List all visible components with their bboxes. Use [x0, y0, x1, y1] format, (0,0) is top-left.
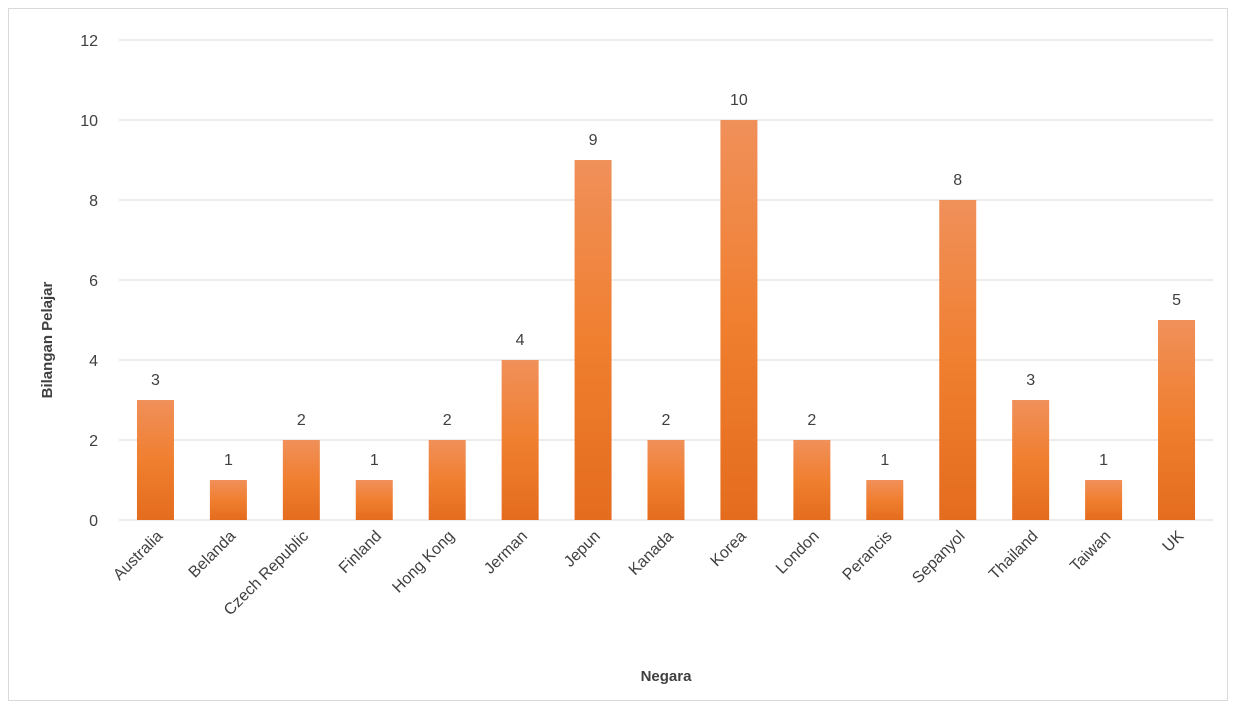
data-label: 5 [1172, 292, 1181, 309]
data-label: 1 [880, 452, 889, 469]
x-tick-label: Taiwan [1067, 528, 1114, 575]
y-tick-label: 8 [89, 193, 98, 210]
x-tick-label: London [773, 528, 823, 578]
bar-jepun [574, 160, 612, 520]
y-axis-ticks: 0 2 4 6 8 10 12 [80, 33, 98, 530]
bar-australia [136, 400, 174, 520]
bar-jerman [501, 360, 539, 520]
data-label: 1 [370, 452, 379, 469]
data-label: 8 [953, 172, 962, 189]
data-label: 2 [662, 412, 671, 429]
bars [136, 120, 1196, 520]
x-tick-label: Australia [110, 528, 166, 584]
bar-thailand [1012, 400, 1050, 520]
bar-korea [720, 120, 758, 520]
bar-london [793, 440, 831, 520]
data-label: 10 [730, 92, 748, 109]
data-label: 4 [516, 332, 525, 349]
y-axis-title: Bilangan Pelajar [39, 281, 56, 398]
bar-finland [355, 480, 393, 520]
bar-sepanyol [939, 200, 977, 520]
data-label: 1 [1099, 452, 1108, 469]
bar-belanda [209, 480, 247, 520]
x-tick-label: Finland [336, 528, 385, 577]
data-labels: 3 1 2 1 2 4 9 2 10 2 1 8 3 1 5 [151, 92, 1181, 469]
x-tick-label: Jepun [561, 528, 604, 571]
x-tick-label: Jerman [481, 528, 531, 578]
x-tick-label: Kanada [626, 528, 677, 579]
data-label: 3 [151, 372, 160, 389]
data-label: 3 [1026, 372, 1035, 389]
data-label: 1 [224, 452, 233, 469]
x-tick-label: Belanda [186, 528, 240, 582]
x-axis-title: Negara [641, 668, 693, 685]
y-tick-label: 4 [89, 353, 98, 370]
bar-kanada [647, 440, 685, 520]
y-tick-label: 12 [80, 33, 98, 50]
data-label: 9 [589, 132, 598, 149]
y-tick-label: 10 [80, 113, 98, 130]
y-tick-label: 2 [89, 433, 98, 450]
bar-perancis [866, 480, 904, 520]
data-label: 2 [297, 412, 306, 429]
x-tick-label: Perancis [840, 528, 896, 584]
x-tick-label: Korea [708, 528, 750, 570]
x-tick-label: Sepanyol [909, 528, 968, 587]
y-tick-label: 0 [89, 513, 98, 530]
x-tick-label: Thailand [986, 528, 1041, 583]
bar-taiwan [1085, 480, 1123, 520]
y-tick-label: 6 [89, 273, 98, 290]
bar-czech-republic [282, 440, 320, 520]
x-tick-label: UK [1160, 528, 1188, 556]
x-tick-label: Hong Kong [389, 528, 458, 597]
bar-hong-kong [428, 440, 466, 520]
data-label: 2 [443, 412, 452, 429]
bar-uk [1158, 320, 1196, 520]
chart-frame [8, 8, 1228, 701]
data-label: 2 [807, 412, 816, 429]
